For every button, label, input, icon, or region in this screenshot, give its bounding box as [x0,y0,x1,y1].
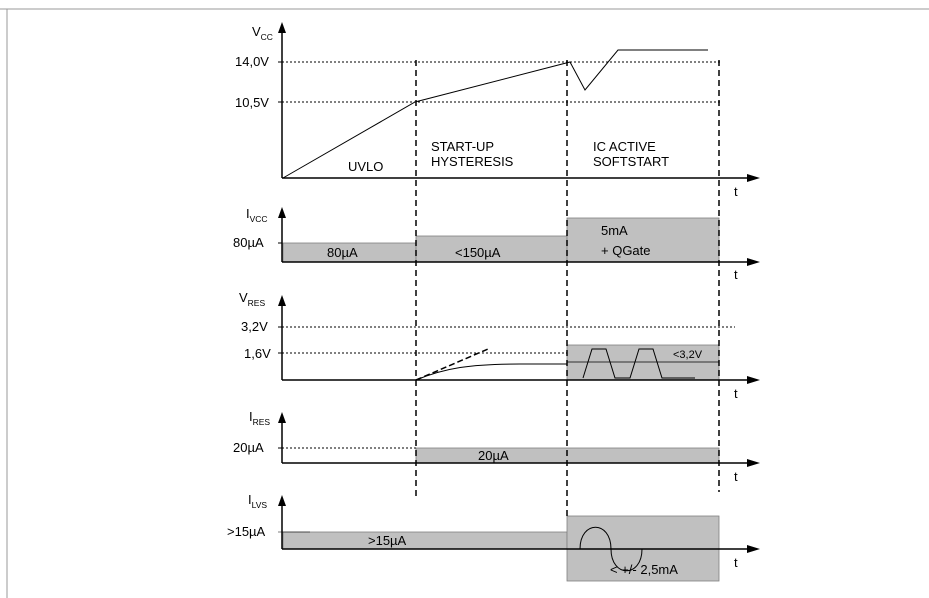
region-uvlo: UVLO [348,159,383,174]
vcc-level-14: 14,0V [235,54,269,69]
vcc-axis-label: VCC [252,24,273,42]
vcc-x-arrow [747,174,760,182]
vres-x-arrow [747,376,760,384]
vres-ramp-dashed [415,348,489,381]
vres-panel: VRES t 3,2V 1,6V <3,2V [239,290,760,401]
region-softstart: SOFTSTART [593,154,669,169]
ilvs-panel: ILVS t >15µA >15µA < +/- 2,5mA [227,492,760,582]
ires-axis-label: IRES [249,409,270,427]
region-startup: START-UP [431,139,494,154]
ilvs-box-note: < +/- 2,5mA [610,562,678,577]
vres-charge-curve [415,363,567,381]
ilvs-x-arrow [747,545,760,553]
vres-axis-label: VRES [239,290,265,308]
ires-panel: IRES t 20µA 20µA [233,409,760,484]
ivcc-box-active [566,217,720,263]
ivcc-axis-label: IVCC [246,206,268,224]
vres-pulse-wave [582,348,695,379]
ivcc-t-label: t [734,267,738,282]
ires-y-arrow [278,412,286,423]
ivcc-box-active-label-1: 5mA [601,223,628,238]
vcc-y-arrow [278,22,286,33]
ilvs-axis-label: ILVS [248,492,267,510]
ires-t-label: t [734,469,738,484]
region-ic-active: IC ACTIVE [593,139,656,154]
ivcc-box-uvlo-label: 80µA [327,245,358,260]
ires-x-arrow [747,459,760,467]
ivcc-box-active-label-2: + QGate [601,243,651,258]
vcc-level-10: 10,5V [235,95,269,110]
vres-level-16: 1,6V [244,346,271,361]
region-hysteresis: HYSTERESIS [431,154,514,169]
ilvs-level: >15µA [227,524,266,539]
ilvs-sine-wave [579,526,643,572]
vres-t-label: t [734,386,738,401]
ilvs-y-arrow [278,495,286,506]
ivcc-level: 80µA [233,235,264,250]
ivcc-box-startup-label: <150µA [455,245,501,260]
ires-box-label: 20µA [478,448,509,463]
ilvs-t-label: t [734,555,738,570]
ires-level: 20µA [233,440,264,455]
vcc-panel: VCC t 14,0V 10,5V UVLO START-UP HYSTERES… [235,22,760,199]
vres-box-note: <3,2V [673,349,703,361]
vres-y-arrow [278,295,286,306]
ivcc-panel: IVCC t 80µA 80µA <150µA 5mA + QGate [233,206,760,282]
ivcc-box-startup [415,235,568,263]
ivcc-x-arrow [747,258,760,266]
ilvs-box-label: >15µA [368,533,407,548]
ilvs-box-uvlo [282,531,568,550]
vcc-t-label: t [734,184,738,199]
vres-level-32: 3,2V [241,319,268,334]
ivcc-y-arrow [278,207,286,218]
vcc-curve [282,49,708,179]
